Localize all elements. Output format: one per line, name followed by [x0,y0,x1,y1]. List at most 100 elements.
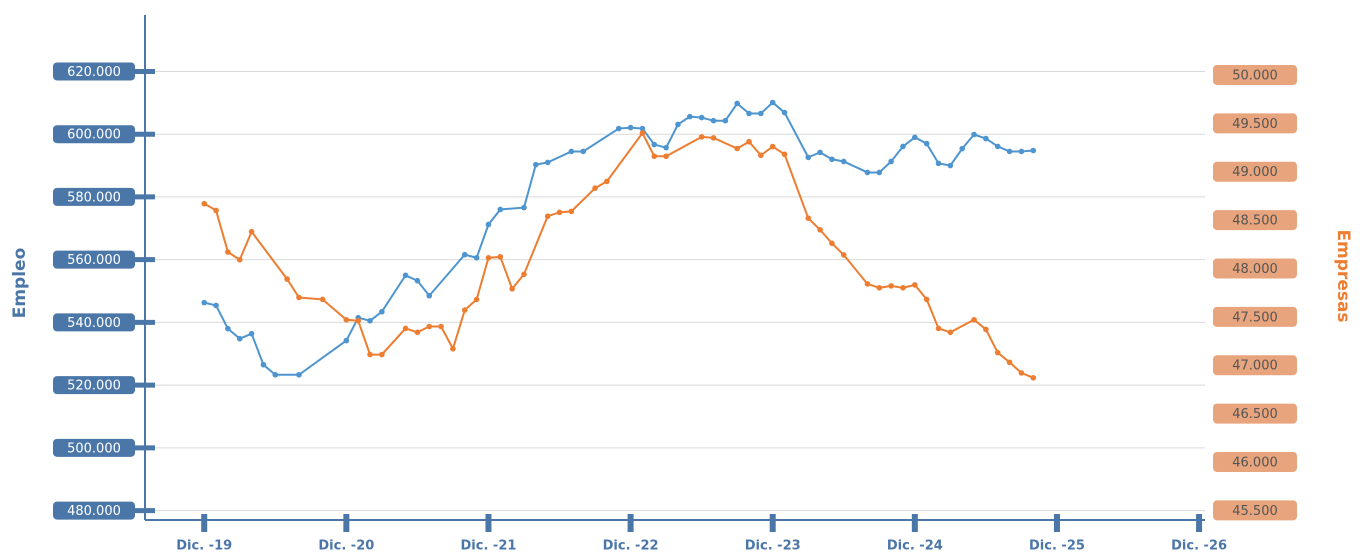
y-tick-label: 580.000 [67,190,121,205]
data-point [769,143,776,150]
data-point [663,144,669,151]
data-point [201,299,208,306]
y2-tick-box [1213,210,1297,231]
data-point [983,135,989,142]
data-point [402,325,409,332]
data-point [461,251,468,258]
y-tick-box [53,125,135,144]
data-point [698,114,705,121]
data-point [580,148,587,155]
data-point [1018,370,1025,376]
data-point [947,329,954,336]
x-tick-label: Dic. -19 [176,539,232,554]
data-point [1006,148,1013,155]
data-point [485,255,492,261]
data-point [533,161,539,168]
y-tick-box [53,501,135,520]
data-point [450,345,456,352]
y-tick-box [53,438,135,457]
data-point [236,256,243,263]
data-point [900,143,906,150]
data-point [414,277,421,284]
data-point [912,134,918,141]
data-point [509,285,515,292]
data-point [840,158,847,165]
data-point [627,124,634,131]
data-point [746,138,752,145]
data-point [319,296,326,303]
data-point [521,204,527,211]
data-point [651,153,658,160]
data-point [805,154,812,161]
x-tick-label: Dic. -20 [318,539,374,554]
data-point [225,325,231,332]
data-point [296,294,302,301]
y2-tick-box [1213,113,1297,134]
data-point [592,185,598,191]
data-point [888,283,894,289]
y2-tick-label: 49.500 [1232,117,1278,132]
data-point [781,109,788,116]
y-tick-box [53,376,135,395]
y2-tick-box [1213,403,1297,424]
y2-tick-box [1213,64,1297,85]
data-point [864,281,871,287]
data-point [213,302,219,309]
data-point [876,285,883,291]
y2-tick-label: 48.500 [1232,214,1278,229]
y-tick-box [53,187,135,206]
data-point [817,226,823,233]
data-point [568,148,575,155]
data-point [379,308,385,315]
data-point [710,135,717,141]
y2-axis-title: Empresas [1333,229,1353,322]
data-point [461,307,468,313]
data-point [426,292,433,299]
y-tick-label: 540.000 [67,316,121,331]
data-point [497,254,504,260]
data-point [722,117,729,124]
y2-tick-label: 46.500 [1232,407,1278,422]
data-point [248,228,255,235]
y-tick-label: 600.000 [67,128,121,143]
data-point [781,151,788,158]
y-tick-box [53,250,135,269]
y2-tick-label: 49.000 [1232,165,1278,180]
data-point [414,329,421,336]
y2-tick-label: 46.000 [1232,455,1278,470]
data-point [544,213,551,220]
data-point [355,317,361,324]
y2-tick-box [1213,355,1297,376]
data-point [710,117,717,124]
y2-tick-label: 47.000 [1232,359,1278,374]
data-point [248,330,255,337]
data-point [651,141,658,148]
data-point [876,169,883,176]
x-tick-label: Dic. -26 [1171,539,1227,554]
data-point [888,158,894,165]
y-tick-box [53,313,135,332]
y2-tick-label: 48.000 [1232,262,1278,277]
data-point [260,361,267,368]
data-point [983,326,989,333]
data-point [438,323,444,330]
data-point [769,99,776,106]
data-point [473,296,480,303]
data-point [556,209,563,216]
data-point [994,143,1001,150]
data-point [1030,147,1037,154]
y2-tick-box [1213,451,1297,472]
y-tick-label: 500.000 [67,441,121,456]
data-point [912,282,918,288]
y-tick-label: 620.000 [67,65,121,80]
x-tick-label: Dic. -21 [461,539,517,554]
data-point [923,140,930,147]
data-point [734,100,740,107]
data-point [213,207,219,214]
y-tick-label: 520.000 [67,379,121,394]
y-tick-label: 480.000 [67,504,121,519]
data-point [829,156,835,163]
data-point [900,285,906,291]
data-point [935,325,942,332]
